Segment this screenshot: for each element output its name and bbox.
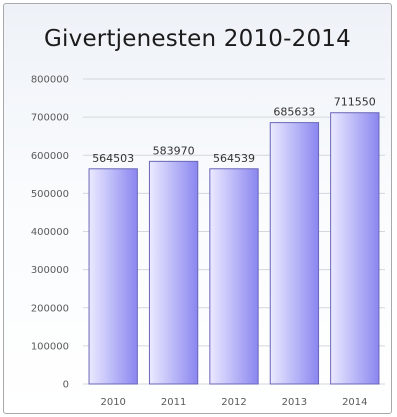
data-label-2014: 711550 (334, 96, 376, 109)
y-tick-label: 400000 (31, 227, 69, 238)
bar-chart: 0 100000 200000 300000 400000 500000 600000 700… (31, 75, 385, 408)
y-tick-label: 800000 (31, 75, 69, 86)
bar-2014 (330, 112, 380, 385)
chart-title: Givertjenesten 2010-2014 (44, 26, 351, 52)
data-label-2010: 564503 (92, 152, 134, 165)
bar-2010 (88, 168, 138, 385)
x-tick-label-2012: 2012 (221, 397, 246, 408)
y-tick-label: 100000 (31, 341, 69, 352)
bar-2013 (269, 122, 320, 385)
y-tick-label: 600000 (31, 151, 69, 162)
data-label-2012: 564539 (213, 152, 255, 165)
y-tick-label: 0 (63, 380, 69, 391)
y-tick-label: 500000 (31, 189, 69, 200)
chart-frame: Givertjenesten 2010-2014 0 100000 200000 30… (3, 3, 392, 414)
y-tick-label: 200000 (31, 303, 69, 314)
y-tick-label: 700000 (31, 113, 69, 124)
bar-2011 (148, 160, 199, 385)
x-tick-label-2011: 2011 (161, 397, 186, 408)
data-label-2011: 583970 (153, 144, 195, 157)
y-tick-label: 300000 (31, 265, 69, 276)
x-tick-label-2010: 2010 (100, 397, 125, 408)
x-tick-label-2013: 2013 (282, 397, 307, 408)
x-tick-label-2014: 2014 (342, 397, 367, 408)
data-label-2013: 685633 (273, 106, 315, 119)
bar-2012 (209, 168, 259, 385)
